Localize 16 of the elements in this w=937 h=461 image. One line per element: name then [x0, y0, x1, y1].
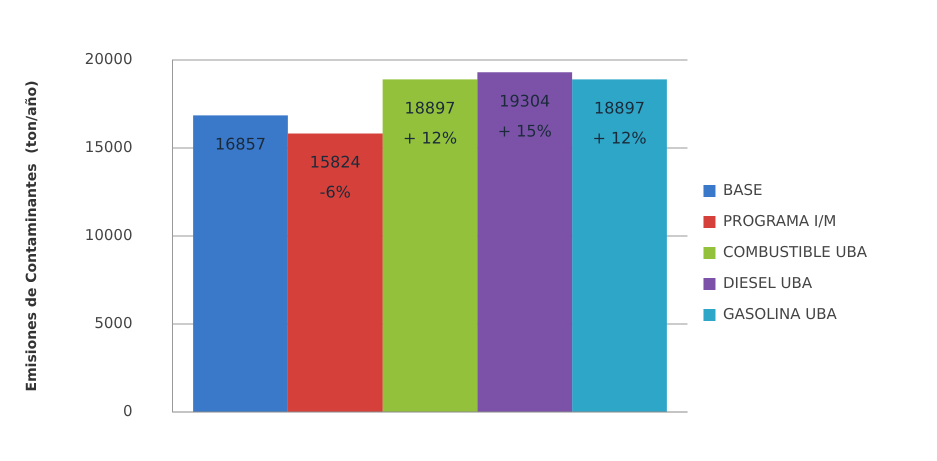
- y-tick-label: 20000: [84, 50, 133, 68]
- legend-label: BASE: [722, 180, 763, 199]
- legend-label: COMBUSTIBLE UBA: [722, 242, 868, 261]
- y-tick-label: 10000: [84, 226, 133, 244]
- y-axis-title: Emisiones de Contaminantes (ton/año): [24, 80, 40, 392]
- legend-label: DIESEL UBA: [722, 274, 813, 292]
- legend-label: GASOLINA UBA: [722, 304, 838, 323]
- data-label: 15824 -6%: [310, 152, 361, 202]
- y-tick-label: 15000: [84, 138, 133, 156]
- data-label: 18897 + 12%: [402, 98, 458, 148]
- data-label: 19304 + 15%: [498, 91, 552, 140]
- y-tick-label: 0: [122, 402, 133, 420]
- data-label: 16857: [215, 134, 266, 154]
- legend-label: PROGRAMA I/M: [722, 212, 836, 230]
- y-tick-label: 5000: [94, 314, 133, 332]
- data-label: 18897 + 12%: [592, 98, 647, 148]
